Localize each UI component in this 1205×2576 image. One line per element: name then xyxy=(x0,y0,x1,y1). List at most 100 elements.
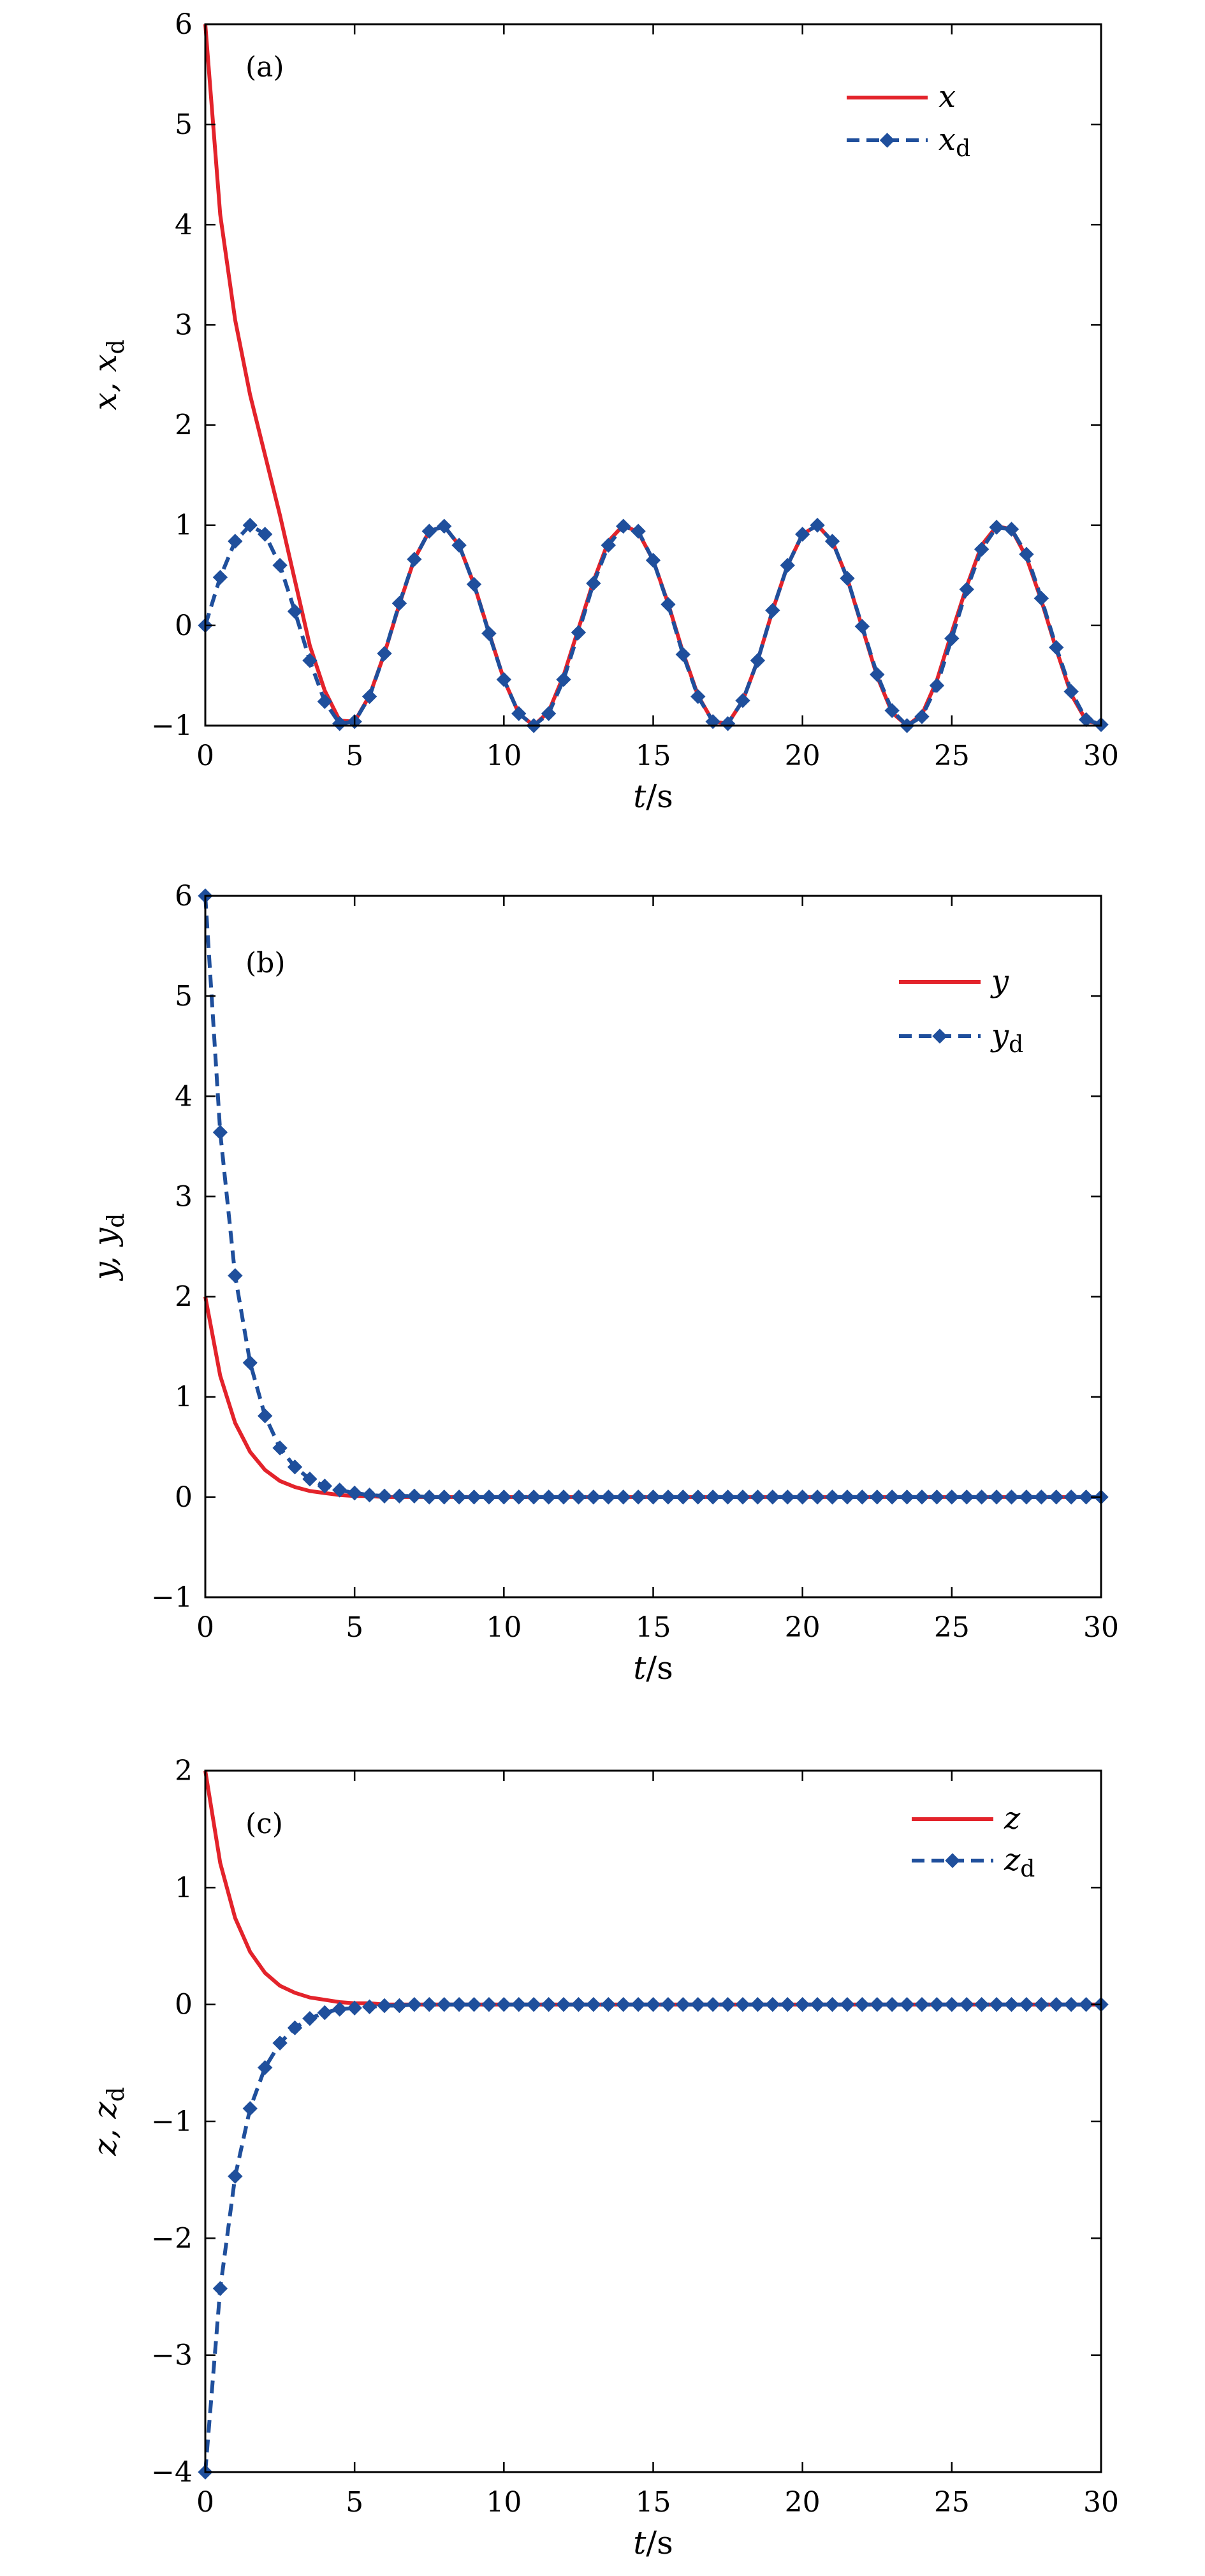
x-tick-label: 20 xyxy=(785,740,821,772)
data-point xyxy=(794,527,810,542)
data-point xyxy=(914,709,930,724)
data-point xyxy=(317,1478,333,1494)
data-point xyxy=(705,1489,720,1505)
data-point xyxy=(750,1489,766,1505)
data-point xyxy=(884,703,900,719)
series-zd xyxy=(198,1996,1109,2480)
data-point xyxy=(944,1489,960,1505)
series-yd xyxy=(198,888,1109,1505)
y-axis-label: x, xd xyxy=(87,339,129,410)
data-point xyxy=(556,1489,571,1505)
data-point xyxy=(705,1996,720,2012)
series-y xyxy=(203,1296,1101,1499)
y-tick-label: −1 xyxy=(151,710,193,742)
data-point xyxy=(780,557,795,573)
legend-label: xd xyxy=(938,122,970,162)
data-point xyxy=(1033,1996,1049,2012)
data-point xyxy=(377,646,392,661)
data-point xyxy=(944,1996,960,2012)
y-tick-label: 3 xyxy=(175,309,193,341)
data-point xyxy=(272,557,288,573)
data-point xyxy=(407,1488,422,1504)
data-point xyxy=(1019,1489,1034,1505)
data-point xyxy=(1033,1489,1049,1505)
x-tick-label: 15 xyxy=(636,1611,671,1644)
data-point xyxy=(317,694,333,709)
data-point xyxy=(929,1489,945,1505)
data-point xyxy=(989,1996,1004,2012)
data-point xyxy=(854,1489,870,1505)
data-point xyxy=(272,1440,288,1456)
data-point xyxy=(645,1489,661,1505)
series-line xyxy=(203,1770,1101,2007)
plot-frame xyxy=(204,23,1102,727)
data-point xyxy=(675,1489,691,1505)
data-point xyxy=(212,569,228,585)
data-point xyxy=(586,1996,601,2012)
data-point xyxy=(302,1471,318,1487)
data-point xyxy=(899,1996,915,2012)
data-point xyxy=(780,1996,795,2012)
data-point xyxy=(1033,590,1049,606)
y-tick-label: 1 xyxy=(175,1381,193,1414)
data-point xyxy=(391,1998,407,2014)
data-point xyxy=(750,1996,766,2012)
data-point xyxy=(228,1268,243,1284)
legend-label: x xyxy=(938,79,956,115)
data-point xyxy=(481,1996,497,2012)
data-point xyxy=(944,631,960,646)
data-point xyxy=(914,1489,930,1505)
y-tick-label: −1 xyxy=(151,2105,193,2138)
series-line xyxy=(203,895,1101,1499)
data-point xyxy=(824,1489,840,1505)
data-point xyxy=(332,716,347,731)
data-point xyxy=(481,1489,497,1505)
data-point xyxy=(675,1996,691,2012)
y-tick-label: 2 xyxy=(175,1281,193,1314)
data-point xyxy=(1049,640,1064,655)
y-tick-label: 5 xyxy=(175,980,193,1013)
data-point xyxy=(735,1489,750,1505)
data-point xyxy=(1078,1489,1094,1505)
data-point xyxy=(466,1996,482,2012)
data-point xyxy=(840,571,855,586)
data-point xyxy=(287,1460,303,1475)
legend-label: zd xyxy=(1004,1842,1035,1882)
data-point xyxy=(840,1489,855,1505)
data-point xyxy=(615,1996,631,2012)
data-point xyxy=(541,1489,557,1505)
data-point xyxy=(302,653,318,668)
data-point xyxy=(541,1996,557,2012)
data-point xyxy=(974,541,990,557)
data-point xyxy=(242,1355,258,1370)
data-point xyxy=(854,618,870,634)
data-point xyxy=(347,1485,362,1501)
data-point xyxy=(735,693,750,708)
legend: z zd xyxy=(912,1801,1035,1882)
data-point xyxy=(631,1489,646,1505)
data-point xyxy=(765,1996,780,2012)
y-tick-label: −3 xyxy=(151,2339,193,2372)
data-point xyxy=(526,1489,541,1505)
data-point xyxy=(720,1489,736,1505)
x-tick-label: 20 xyxy=(785,2486,821,2519)
data-point xyxy=(601,1996,616,2012)
data-point xyxy=(436,518,452,534)
data-point xyxy=(496,1489,512,1505)
panel-label: (c) xyxy=(245,1808,283,1840)
data-point xyxy=(631,523,646,539)
x-tick-label: 20 xyxy=(785,1611,821,1644)
series-line xyxy=(203,1296,1101,1499)
data-point xyxy=(989,1489,1004,1505)
data-point xyxy=(1063,684,1079,699)
data-point xyxy=(854,1996,870,2012)
data-point xyxy=(690,689,706,705)
y-tick-label: 0 xyxy=(175,1989,193,2021)
data-point xyxy=(1004,1489,1019,1505)
data-point xyxy=(212,2281,228,2296)
y-tick-label: 0 xyxy=(175,1481,193,1514)
data-point xyxy=(272,2035,288,2051)
x-tick-label: 0 xyxy=(196,1611,214,1644)
data-point xyxy=(690,1996,706,2012)
